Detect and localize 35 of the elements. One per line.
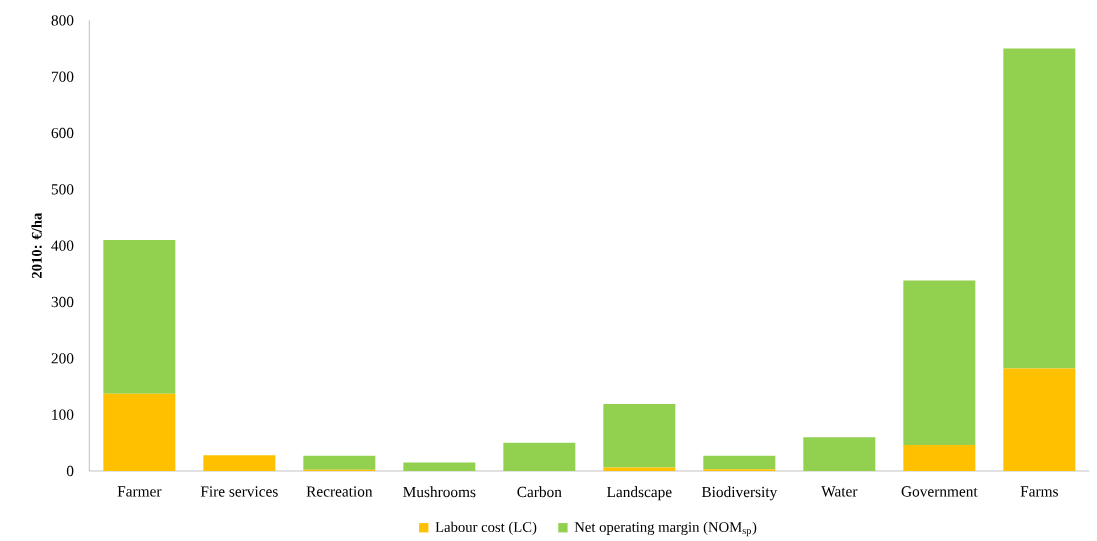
bar <box>403 462 476 471</box>
bar <box>903 445 976 471</box>
y-tick-label: 100 <box>52 409 74 420</box>
x-tick-label: Recreation <box>306 486 373 497</box>
y-tick-label: 300 <box>51 296 74 308</box>
bar <box>603 403 676 468</box>
x-tick-label: Water <box>821 486 858 497</box>
x-tick-label: Landscape <box>607 486 672 501</box>
legend-label: Labour cost (LC) <box>435 521 537 535</box>
y-tick-label: 600 <box>51 127 74 139</box>
bar <box>203 455 276 471</box>
y-tick-label: 200 <box>51 353 74 364</box>
bar <box>303 455 376 470</box>
x-tick-label: Government <box>901 486 978 497</box>
y-tick-label: 400 <box>51 240 74 251</box>
bar <box>1003 48 1076 369</box>
y-tick-label: 800 <box>51 15 74 26</box>
x-tick-label: Farms <box>1020 486 1058 497</box>
bar <box>103 240 176 394</box>
bar <box>803 437 876 471</box>
y-tick-label: 700 <box>51 71 74 82</box>
x-tick-label: Mushrooms <box>403 486 476 498</box>
legend-label: Net operating margin (NOM$_{sp}$) <box>574 521 757 537</box>
x-tick-label: Carbon <box>517 486 562 498</box>
x-tick-label: Biodiversity <box>701 486 778 501</box>
bar <box>1003 368 1076 471</box>
bar <box>903 280 976 446</box>
y-tick-label: 0 <box>66 465 74 477</box>
y-axis-title: 2010: €/ha <box>31 212 42 279</box>
x-tick-label: Farmer <box>117 486 162 497</box>
bar <box>503 442 576 471</box>
x-tick-label: Fire services <box>200 486 278 497</box>
bar <box>703 455 776 470</box>
y-tick-label: 500 <box>51 184 74 195</box>
bar <box>103 393 176 471</box>
